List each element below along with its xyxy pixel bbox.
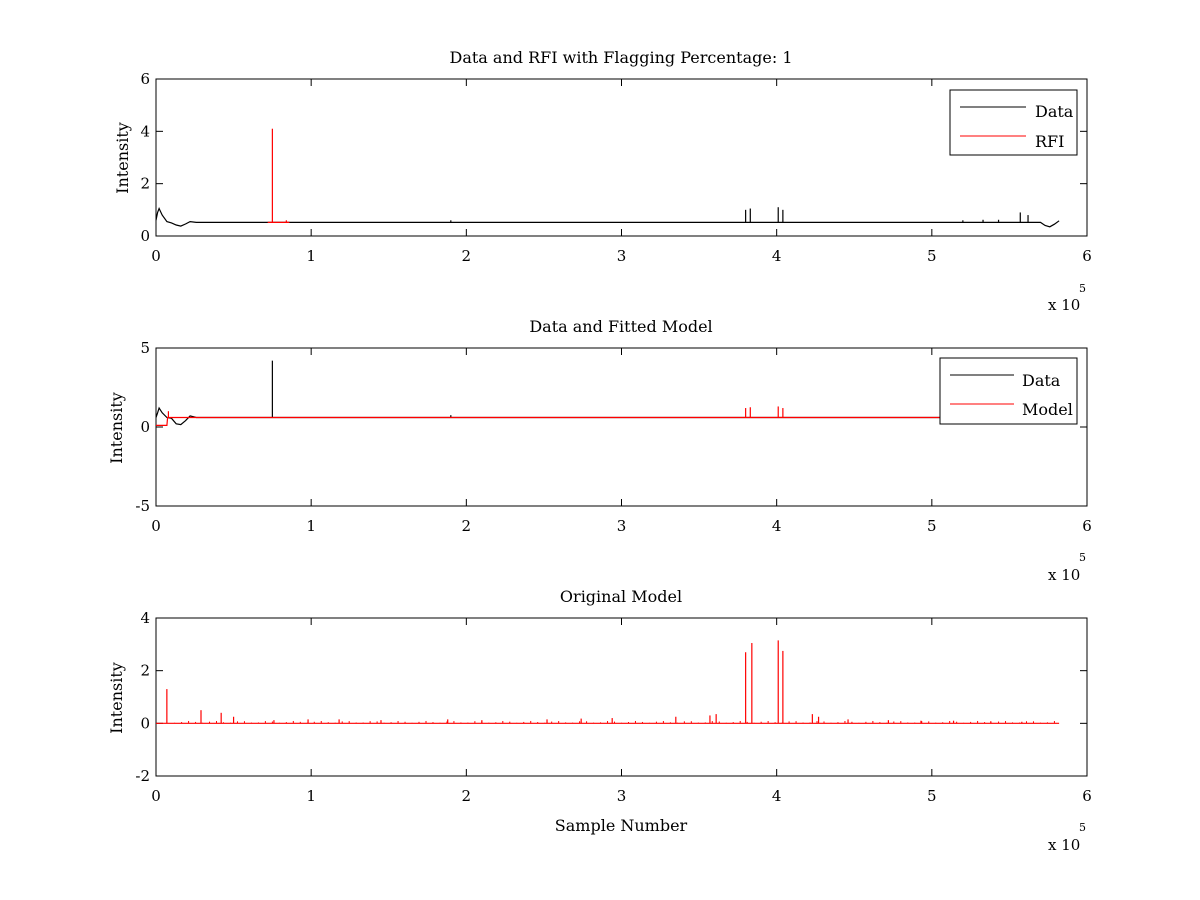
x-tick-label: 4 (772, 517, 782, 535)
panel-3-title: Original Model (560, 587, 682, 606)
x-tick-label: 2 (462, 787, 472, 805)
x-tick-label: 3 (617, 247, 627, 265)
series-line-model (156, 416, 1060, 426)
x-tick-label: 0 (151, 517, 161, 535)
panel-2-x-multiplier-exponent: 5 (1079, 551, 1086, 564)
panel-1-axes (155, 78, 1088, 237)
x-tick-label: 4 (772, 247, 782, 265)
panel-1-x-multiplier: x 10 (1048, 296, 1080, 314)
x-tick-label: 6 (1082, 247, 1092, 265)
y-tick-label: 0 (140, 714, 150, 732)
legend-entry-data: Data (1035, 102, 1074, 121)
x-tick-label: 1 (306, 517, 316, 535)
panel-2-ylabel: Intensity (107, 392, 126, 464)
x-tick-label: 6 (1082, 787, 1092, 805)
panel-3-axes (155, 617, 1088, 777)
x-tick-label: 4 (772, 787, 782, 805)
x-tick-label: 3 (617, 787, 627, 805)
y-tick-label: -5 (135, 497, 150, 515)
panel-2-legend-box (939, 357, 1078, 425)
x-tick-label: 1 (306, 247, 316, 265)
y-tick-label: 5 (140, 339, 150, 357)
x-tick-label: 0 (151, 247, 161, 265)
panel-1-plot-area (155, 128, 1060, 228)
legend-entry-data-2: Data (1022, 371, 1061, 390)
y-tick-label: 0 (140, 227, 150, 245)
y-tick-label: 2 (140, 662, 150, 680)
panel-3-ylabel: Intensity (107, 662, 126, 734)
panel-3-xlabel: Sample Number (555, 816, 688, 835)
x-tick-label: 1 (306, 787, 316, 805)
panel-2-plot-area (155, 360, 1060, 426)
x-tick-label: 5 (927, 787, 937, 805)
panel-2-axes (155, 347, 1088, 507)
panel-1-title: Data and RFI with Flagging Percentage: 1 (449, 48, 792, 67)
x-tick-label: 6 (1082, 517, 1092, 535)
x-tick-label: 3 (617, 517, 627, 535)
y-tick-label: 6 (140, 70, 150, 88)
panel-1-ticks: 0 1 2 3 4 5 6 0 2 4 6 (140, 70, 1091, 265)
x-tick-label: 0 (151, 787, 161, 805)
panel-2: Data and Fitted Model Intensity 0 1 2 3 4 5 6 -… (107, 317, 1092, 584)
panel-3-plot-area (156, 640, 1060, 724)
x-tick-label: 2 (462, 517, 472, 535)
panel-1: Data and RFI with Flagging Percentage: 1… (113, 48, 1092, 314)
legend-entry-model: Model (1022, 400, 1073, 419)
series-line-data (155, 206, 1060, 228)
x-tick-label: 5 (927, 517, 937, 535)
x-tick-label: 2 (462, 247, 472, 265)
y-tick-label: 4 (140, 609, 150, 627)
y-tick-label: 0 (140, 418, 150, 436)
legend-entry-rfi: RFI (1035, 132, 1064, 151)
panel-2-ticks: 0 1 2 3 4 5 6-505 (135, 339, 1091, 535)
x-tick-label: 5 (927, 247, 937, 265)
panel-2-x-multiplier: x 10 (1048, 566, 1080, 584)
y-tick-label: 4 (140, 122, 150, 140)
y-tick-label: 2 (140, 175, 150, 193)
y-tick-label: -2 (135, 767, 150, 785)
panel-1-legend-box (949, 89, 1078, 156)
panel-2-title: Data and Fitted Model (529, 317, 712, 336)
panel-1-ylabel: Intensity (113, 122, 132, 194)
panel-1-legend: Data RFI (949, 89, 1078, 156)
panel-2-legend: Data Model (939, 357, 1078, 425)
panel-3-x-multiplier-exponent: 5 (1079, 821, 1086, 834)
panel-1-x-multiplier-exponent: 5 (1079, 282, 1086, 295)
panel-3-x-multiplier: x 10 (1048, 836, 1080, 854)
